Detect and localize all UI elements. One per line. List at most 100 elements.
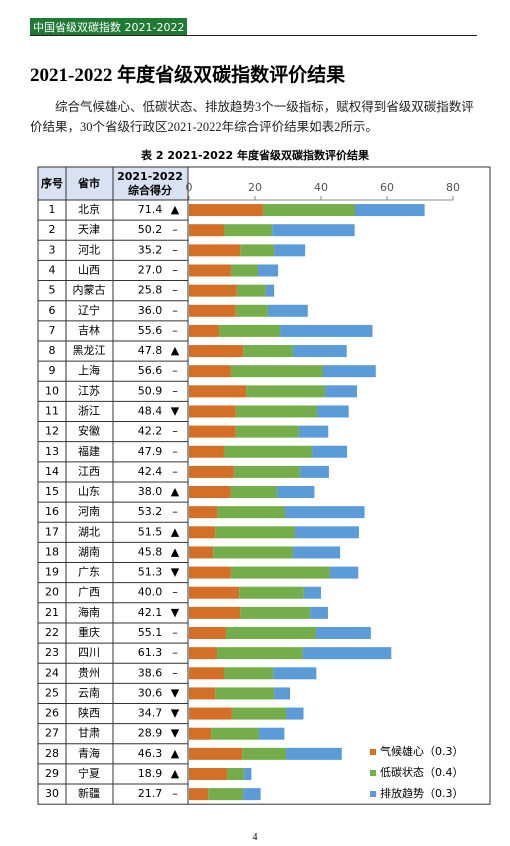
table-cell: 内蒙古 [73,283,106,297]
title: 2021-2022 年度省级双碳指数评价结果 [30,65,346,86]
header-cell: 序号 [41,176,63,190]
table-cell: 河北 [78,243,100,256]
table-cell: 安徽 [78,424,100,438]
bar-segment [236,284,266,297]
table-cell: 广东 [78,566,100,579]
bar-segment [189,465,234,478]
table-cell: 11 [45,404,59,417]
table-cell: – [172,666,178,679]
bar-segment [230,365,323,378]
table-cell: 51.3 [138,566,163,579]
table-cell: 贵州 [78,666,100,679]
bar-segment [189,324,220,337]
bar-segment [302,647,392,660]
table-cell: 47.8 [138,344,163,357]
table-cell: 42.2 [138,425,163,438]
table-cell: – [172,626,178,639]
table-cell: 21.7 [138,787,163,800]
bar-segment [317,405,349,418]
table-cell: 30.6 [138,686,163,699]
table-cell: 甘肃 [78,727,100,740]
table-cell: 天津 [78,223,100,236]
table-cell: 江苏 [78,384,100,397]
table-cell: 50.2 [138,223,163,236]
bar-segment [189,264,231,277]
table-caption: 表 2 2021-2022 年度省级双碳指数评价结果 [140,148,369,162]
bar-segment [189,224,224,237]
table-cell: 15 [45,485,59,498]
table-cell: 重庆 [78,625,100,639]
bar-segment [233,465,300,478]
bar-segment [189,747,243,760]
table-cell: 江西 [78,465,100,478]
table-cell: 36.0 [138,304,163,317]
bar-segment [217,506,286,519]
table-cell: 18.9 [138,767,163,780]
table-cell: 55.1 [138,626,163,639]
table-cell: 61.3 [138,646,163,659]
table-cell: – [172,586,178,599]
bar-segment [189,606,241,619]
bar-segment [285,506,365,519]
header-rule [30,35,477,36]
table-cell: 27.0 [138,263,163,276]
table-cell: 福建 [78,444,100,458]
table-cell: 宁夏 [78,766,100,780]
bar-segment [226,767,245,780]
bar-segment [244,767,252,780]
table-cell: 21 [45,606,59,619]
bar-segment [189,647,218,660]
bar-segment [292,345,347,358]
table-cell: 8 [49,344,56,357]
bar-segment [294,526,359,539]
table-cell: 40.0 [138,586,163,599]
legend-label: 排放趋势（0.3） [380,786,464,800]
table-cell: ▲ [171,485,180,498]
table-cell: ▲ [171,525,180,538]
table-cell: ▼ [171,404,180,417]
legend-label: 低碳状态（0.4） [380,765,464,779]
bar-segment [235,405,318,418]
table-cell: 35.2 [138,243,163,256]
header-cell: 2021-2022 [117,170,183,183]
bar-segment [223,667,274,680]
table-cell: ▲ [171,344,180,357]
legend-swatch [370,791,376,797]
table-cell: ▲ [171,545,180,558]
bar-segment [189,627,226,640]
bar-segment [277,486,315,499]
bar-segment [257,264,279,277]
bar-segment [273,667,317,680]
bar-segment [310,606,328,619]
bar-segment [189,506,218,519]
legend-label: 气候雄心（0.3） [380,744,464,758]
bar-segment [219,324,281,337]
bar-segment [189,445,224,458]
bar-segment [280,324,373,337]
table-cell: 24 [45,666,59,679]
table-cell: ▼ [171,686,180,699]
bar-segment [322,365,376,378]
table-cell: – [172,243,178,256]
table-cell: 辽宁 [78,303,100,317]
table-cell: 55.6 [138,324,163,337]
bar-segment [262,204,355,217]
bar-segment [189,486,231,499]
bar-segment [312,445,348,458]
bar-segment [230,566,330,579]
table-cell: – [172,364,178,377]
table-cell: 6 [49,304,56,317]
bar-segment [225,627,317,640]
table-cell: 青海 [78,746,100,760]
table-cell: ▲ [171,747,180,760]
table-cell: 28.9 [138,727,163,740]
table-cell: 3 [49,243,56,256]
bar-segment [235,304,268,317]
bar-segment [274,244,306,257]
bar-segment [240,606,311,619]
bar-segment [215,526,295,539]
table-cell: ▼ [171,606,180,619]
table-cell: 1 [49,203,56,216]
table-cell: 浙江 [78,404,100,417]
bar-segment [316,627,371,640]
